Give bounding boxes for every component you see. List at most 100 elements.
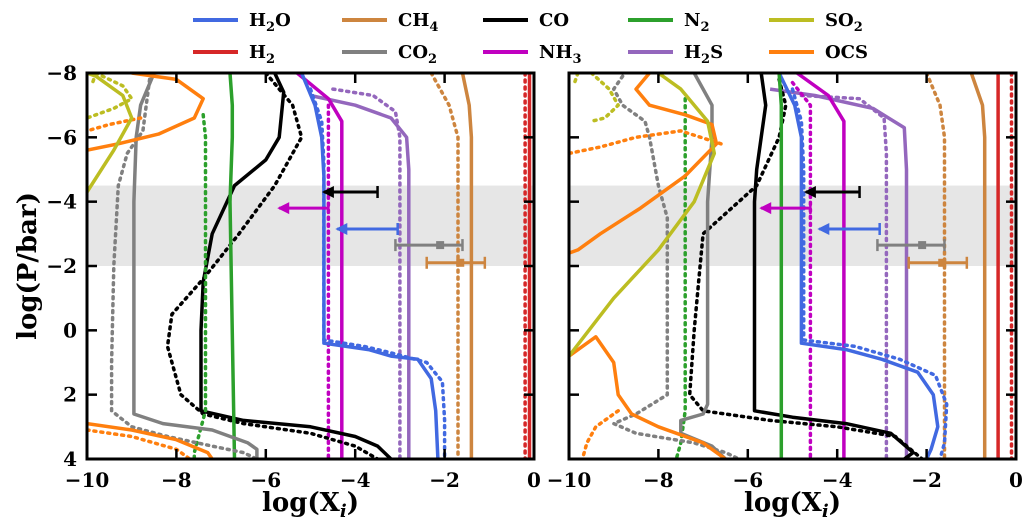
axis-labels: log(P/bar) [13,192,43,340]
series-h2o-dotted [790,87,949,459]
series-n2-dotted [192,113,208,459]
legend-label: H2S [684,42,723,67]
x-tick-label: 0 [527,468,541,492]
constraint-h2o [817,223,881,236]
plot-area [569,73,1014,459]
series-ocs-solid [569,335,727,459]
left-panel: −10 −8 −6 −4 −2 0 −8 −6 −4 −2 0 2 4 log(Xi) [46,61,541,522]
legend-label: CH4 [398,10,438,35]
x-tick-label: −6 [250,468,281,492]
constraint-arrowhead [803,186,816,199]
series-so2-solid [569,73,717,358]
series-so2-dotted [571,73,580,88]
legend-item-co2: CO2 [342,42,437,67]
x-tick-label: −4 [822,468,853,492]
series-so2-dotted [87,73,134,120]
constraint-nh3 [759,202,812,215]
legend-label: NH3 [539,42,582,67]
series-ocs-solid [87,421,214,459]
series-n2-dotted [674,96,687,459]
legend-item-h2o: H2O [193,10,291,35]
series-ocs-solid [569,73,719,255]
y-tick-label: −4 [46,190,77,214]
right-panel: −10 −8 −6 −4 −2 0 log(Xi) [547,71,1023,522]
x-tick-label: 0 [1009,468,1023,492]
legend-label: H2O [249,10,291,35]
legend-item-h2s: H2S [628,42,723,67]
series-n2-solid [228,73,237,459]
constraint-nh3 [277,202,330,215]
constraint-ch4 [907,256,969,269]
series-nh3-solid [795,73,846,459]
series-co2-dotted [109,77,259,459]
x-tick-label: −8 [161,468,192,492]
series-n2-solid [777,73,784,459]
x-tick-label: −4 [340,468,371,492]
constraint-h2o [335,223,399,236]
series-co2-solid [132,73,259,459]
series-h2o-dotted [308,87,447,459]
constraint-ch4 [425,256,487,269]
constraint-arrowhead [335,223,348,236]
series-ch4-solid [969,73,987,459]
x-axis-label: log(Xi) [262,488,359,522]
shaded-band [569,185,1016,266]
constraint-co [321,186,379,199]
legend-item-ocs: OCS [769,42,868,63]
constraint-marker [918,241,927,250]
series-ocs-dotted [569,129,723,156]
legend-item-n2: N2 [628,10,710,35]
x-tick-label: −6 [732,468,763,492]
x-tick-label: −2 [911,468,942,492]
y-tick-label: 2 [63,383,77,407]
legend-item-nh3: NH3 [483,42,582,67]
constraint-arrowhead [321,186,334,199]
constraint-marker [938,258,947,267]
series-co-solid [199,73,393,459]
x-axis-label: log(Xi) [744,488,841,522]
legend-label: CO2 [398,42,437,67]
legend-label: SO2 [825,10,863,35]
constraint-co2 [394,239,464,252]
series-ch4-solid [460,73,474,459]
legend-item-so2: SO2 [769,10,863,35]
legend-item-ch4: CH4 [342,10,438,35]
legend-label: H2 [249,42,275,67]
series-h2s-dotted [799,93,889,459]
legend-item-co: CO [483,10,569,31]
series-so2-dotted [589,73,620,124]
y-tick-label: −6 [46,125,77,149]
series-so2-dotted [89,73,98,88]
x-tick-label: −10 [547,468,592,492]
constraint-marker [456,258,465,267]
constraint-co2 [876,239,946,252]
series-ch4-dotted [924,73,947,459]
y-axis-label: log(P/bar) [13,192,43,340]
legend: H2O H2 CH4 CO2 CO NH3 N2 H2S SO2 OCS [193,10,868,67]
series-ch4-dotted [429,73,460,459]
series-h2o-solid [777,73,940,459]
series-h2o-solid [299,73,440,459]
constraint-marker [436,241,445,250]
series-ocs-dotted [87,428,192,459]
legend-label: CO [539,10,569,31]
series-nh3-solid [295,73,344,459]
series-co-dotted [687,77,924,459]
legend-label: OCS [825,42,868,63]
x-tick-label: −8 [643,468,674,492]
y-tick-label: −2 [46,254,77,278]
constraint-arrowhead [817,223,830,236]
legend-item-h2: H2 [193,42,275,67]
shaded-band [87,185,534,266]
y-tick-label: 4 [63,447,77,471]
constraint-arrowhead [277,202,290,215]
constraint-arrowhead [759,202,772,215]
x-tick-label: −10 [65,468,110,492]
series-ocs-dotted [580,409,620,459]
x-tick-label: −2 [429,468,460,492]
y-tick-label: −8 [46,61,77,85]
legend-label: N2 [684,10,710,35]
series-co2-dotted [611,74,741,459]
constraint-co [803,186,861,199]
